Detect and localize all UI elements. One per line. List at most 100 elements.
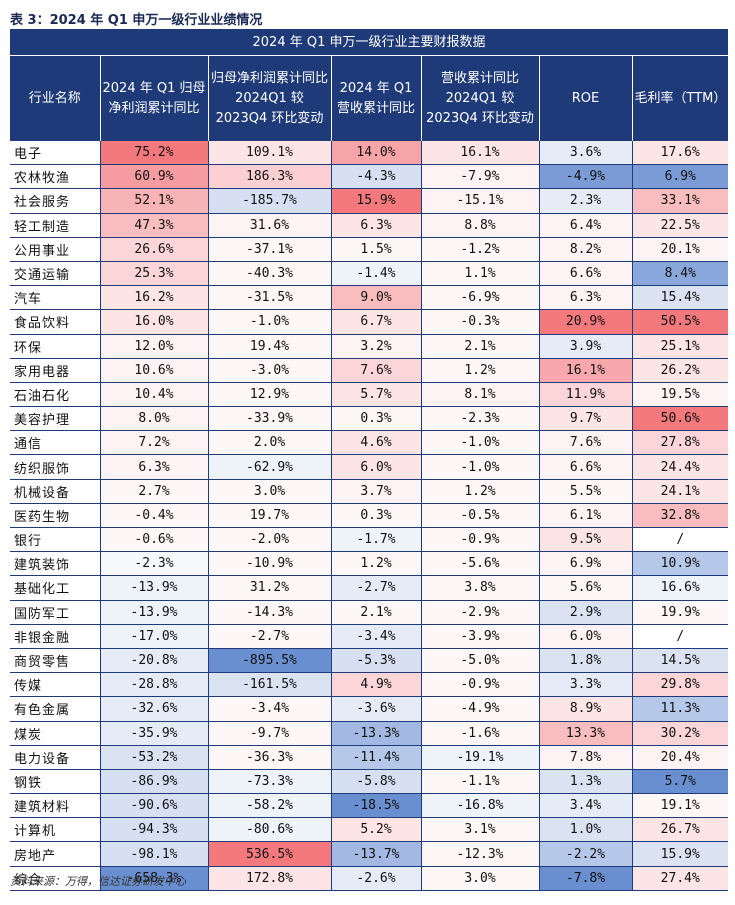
cell-revenue-change: 2.1%	[421, 334, 540, 359]
cell-profit-change: -31.5%	[208, 285, 332, 311]
cell-roe: 3.9%	[539, 334, 633, 359]
cell-profit-change: 172.8%	[208, 866, 332, 891]
cell-profit-yoy: 60.9%	[100, 164, 209, 190]
cell-roe: 6.6%	[539, 261, 633, 287]
cell-roe: 16.1%	[539, 358, 633, 383]
cell-revenue-yoy: 7.6%	[331, 358, 422, 383]
cell-profit-yoy: -17.0%	[100, 624, 209, 649]
table-row: 计算机 -94.3% -80.6% 5.2% 3.1% 1.0% 26.7%	[10, 817, 728, 843]
cell-profit-change: -2.0%	[208, 527, 332, 553]
table-row: 房地产 -98.1% 536.5% -13.7% -12.3% -2.2% 15.9%	[10, 841, 728, 867]
cell-gross-margin: 14.5%	[632, 648, 728, 674]
cell-revenue-change: -0.3%	[421, 309, 540, 335]
cell-revenue-yoy: -4.3%	[331, 164, 422, 190]
cell-profit-yoy: -94.3%	[100, 817, 209, 843]
table-row: 国防军工 -13.9% -14.3% 2.1% -2.9% 2.9% 19.9%	[10, 600, 728, 625]
cell-roe: -2.2%	[539, 841, 633, 867]
cell-revenue-change: -1.1%	[421, 769, 540, 795]
cell-gross-margin: 19.9%	[632, 600, 728, 625]
industry-name: 交通运输	[10, 261, 101, 287]
cell-gross-margin: /	[632, 527, 728, 553]
table-banner: 2024 年 Q1 申万一级行业主要财报数据	[10, 31, 728, 56]
cell-profit-change: -9.7%	[208, 721, 332, 746]
cell-gross-margin: 6.9%	[632, 164, 728, 190]
cell-roe: 5.6%	[539, 575, 633, 601]
cell-profit-yoy: -13.9%	[100, 600, 209, 625]
cell-revenue-change: -0.5%	[421, 503, 540, 529]
table-row: 家用电器 10.6% -3.0% 7.6% 1.2% 16.1% 26.2%	[10, 358, 728, 383]
cell-revenue-yoy: -3.4%	[331, 624, 422, 649]
cell-profit-yoy: -53.2%	[100, 745, 209, 770]
table-row: 美容护理 8.0% -33.9% 0.3% -2.3% 9.7% 50.6%	[10, 406, 728, 432]
industry-name: 综合	[10, 866, 101, 891]
cell-revenue-yoy: 9.0%	[331, 285, 422, 311]
cell-profit-yoy: -90.6%	[100, 793, 209, 819]
cell-revenue-change: -5.6%	[421, 551, 540, 577]
cell-gross-margin: 26.7%	[632, 817, 728, 843]
cell-profit-change: 3.0%	[208, 479, 332, 504]
cell-revenue-yoy: 6.3%	[331, 213, 422, 238]
cell-roe: 9.5%	[539, 527, 633, 553]
cell-revenue-change: -1.2%	[421, 237, 540, 262]
cell-revenue-change: -2.3%	[421, 406, 540, 432]
cell-revenue-yoy: 5.7%	[331, 382, 422, 408]
cell-profit-change: 186.3%	[208, 164, 332, 190]
header-revenue-change: 营收累计同比 2024Q1 较 2023Q4 环比变动	[421, 56, 540, 141]
cell-revenue-yoy: 4.9%	[331, 672, 422, 698]
cell-revenue-yoy: -11.4%	[331, 745, 422, 770]
industry-name: 非银金融	[10, 624, 101, 649]
industry-name: 食品饮料	[10, 309, 101, 335]
cell-profit-change: -3.4%	[208, 696, 332, 722]
industry-name: 钢铁	[10, 769, 101, 795]
cell-roe: 9.7%	[539, 406, 633, 432]
industry-name: 国防军工	[10, 600, 101, 625]
cell-gross-margin: 16.6%	[632, 575, 728, 601]
cell-gross-margin: /	[632, 624, 728, 649]
cell-gross-margin: 32.8%	[632, 503, 728, 529]
cell-roe: 3.4%	[539, 793, 633, 819]
cell-gross-margin: 30.2%	[632, 721, 728, 746]
cell-profit-change: 31.6%	[208, 213, 332, 238]
cell-profit-change: -895.5%	[208, 648, 332, 674]
cell-profit-change: -10.9%	[208, 551, 332, 577]
cell-roe: 7.8%	[539, 745, 633, 770]
industry-name: 建筑装饰	[10, 551, 101, 577]
cell-profit-change: -62.9%	[208, 454, 332, 480]
cell-revenue-change: -15.1%	[421, 188, 540, 214]
cell-profit-change: -40.3%	[208, 261, 332, 287]
cell-profit-yoy: 26.6%	[100, 237, 209, 262]
industry-name: 纺织服饰	[10, 454, 101, 480]
cell-roe: 2.3%	[539, 188, 633, 214]
cell-profit-yoy: 2.7%	[100, 479, 209, 504]
cell-gross-margin: 27.8%	[632, 430, 728, 456]
table-row: 纺织服饰 6.3% -62.9% 6.0% -1.0% 6.6% 24.4%	[10, 454, 728, 480]
table-row: 商贸零售 -20.8% -895.5% -5.3% -5.0% 1.8% 14.5%	[10, 648, 728, 674]
table-row: 传媒 -28.8% -161.5% 4.9% -0.9% 3.3% 29.8%	[10, 672, 728, 698]
industry-name: 银行	[10, 527, 101, 553]
cell-profit-change: -2.7%	[208, 624, 332, 649]
cell-gross-margin: 11.3%	[632, 696, 728, 722]
cell-gross-margin: 17.6%	[632, 141, 728, 166]
cell-revenue-change: -16.8%	[421, 793, 540, 819]
cell-revenue-yoy: 3.7%	[331, 479, 422, 504]
cell-revenue-yoy: -5.8%	[331, 769, 422, 795]
cell-gross-margin: 19.1%	[632, 793, 728, 819]
table-row: 食品饮料 16.0% -1.0% 6.7% -0.3% 20.9% 50.5%	[10, 309, 728, 335]
cell-revenue-yoy: 6.7%	[331, 309, 422, 335]
table-row: 电子 75.2% 109.1% 14.0% 16.1% 3.6% 17.6%	[10, 141, 728, 166]
header-profit-yoy: 2024 年 Q1 归母净利润累计同比	[100, 56, 209, 141]
table-row: 医药生物 -0.4% 19.7% 0.3% -0.5% 6.1% 32.8%	[10, 503, 728, 529]
cell-revenue-yoy: 4.6%	[331, 430, 422, 456]
cell-profit-yoy: -0.4%	[100, 503, 209, 529]
cell-profit-yoy: 7.2%	[100, 430, 209, 456]
industry-name: 通信	[10, 430, 101, 456]
cell-profit-yoy: 16.0%	[100, 309, 209, 335]
table-row: 公用事业 26.6% -37.1% 1.5% -1.2% 8.2% 20.1%	[10, 237, 728, 262]
cell-revenue-change: -1.0%	[421, 430, 540, 456]
industry-name: 煤炭	[10, 721, 101, 746]
table-row: 汽车 16.2% -31.5% 9.0% -6.9% 6.3% 15.4%	[10, 285, 728, 311]
cell-gross-margin: 27.4%	[632, 866, 728, 891]
cell-profit-yoy: 75.2%	[100, 141, 209, 166]
table-row: 综合 -658.3% 172.8% -2.6% 3.0% -7.8% 27.4%	[10, 866, 728, 891]
header-profit-change: 归母净利润累计同比 2024Q1 较 2023Q4 环比变动	[208, 56, 332, 141]
